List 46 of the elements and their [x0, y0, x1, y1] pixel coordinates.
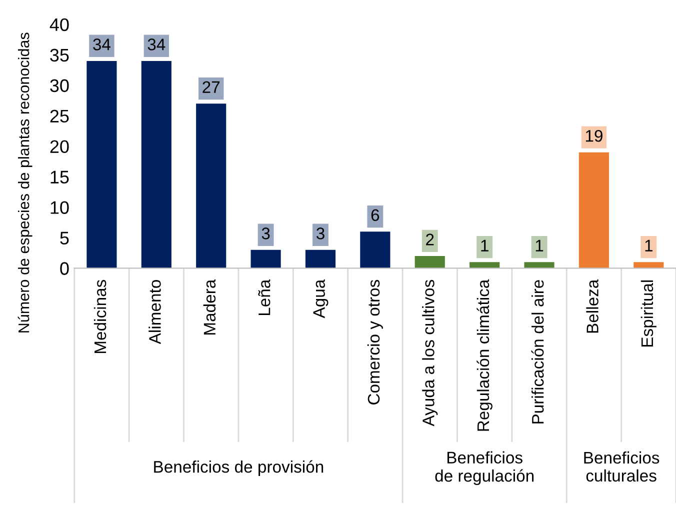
data-label: 6	[371, 209, 380, 222]
x-tick-label: Madera	[203, 279, 216, 334]
x-tick-label: Belleza	[586, 279, 598, 333]
bar	[305, 250, 336, 268]
data-label: 1	[645, 240, 652, 252]
x-tick-label: Regulación climática	[476, 279, 492, 431]
bar	[634, 262, 664, 268]
text: Beneficios de regulación	[435, 451, 534, 486]
y-tick-label: 25	[50, 110, 69, 123]
data-label: 19	[586, 130, 602, 142]
bar	[141, 60, 172, 268]
x-tick-label: Ayuda a los cultivos	[422, 280, 438, 426]
y-tick-label: 15	[50, 170, 69, 184]
y-tick-label: 35	[50, 48, 69, 62]
y-tick-label: 10	[50, 201, 69, 214]
x-tick-label: Espiritual	[640, 280, 656, 347]
y-axis-title: Número de especies de plantas reconocidas	[18, 32, 32, 332]
y-tick-label: 0	[60, 262, 69, 275]
bar	[86, 60, 117, 268]
data-label: 3	[262, 228, 270, 240]
bar	[524, 262, 554, 268]
bar	[360, 232, 390, 268]
y-tick-label: 30	[50, 79, 69, 92]
x-tick-label: Purificación del aire	[531, 280, 544, 424]
bar	[196, 104, 226, 268]
data-label: 27	[202, 81, 220, 93]
data-label: 2	[426, 234, 434, 246]
y-tick-label: 5	[60, 232, 69, 244]
bar	[250, 250, 281, 268]
text: Beneficios culturales	[584, 451, 660, 482]
y-tick-label: 20	[50, 140, 69, 154]
bar	[578, 152, 609, 268]
bar	[470, 262, 500, 268]
x-tick-label: Medicinas	[94, 280, 106, 353]
x-tick-label: Agua	[313, 279, 328, 318]
x-tick-label: Alimento	[148, 280, 161, 344]
data-label: 1	[481, 240, 488, 252]
bar	[414, 256, 445, 268]
text: Beneficios de provisión	[154, 460, 324, 476]
data-label: 34	[93, 38, 110, 50]
x-tick-label: Comercio y otros	[367, 280, 383, 404]
data-label: 34	[148, 38, 166, 50]
x-tick-label: Leña	[258, 279, 270, 316]
y-tick-label: 40	[50, 18, 69, 32]
data-label: 1	[536, 240, 544, 252]
data-label: 3	[316, 228, 324, 240]
